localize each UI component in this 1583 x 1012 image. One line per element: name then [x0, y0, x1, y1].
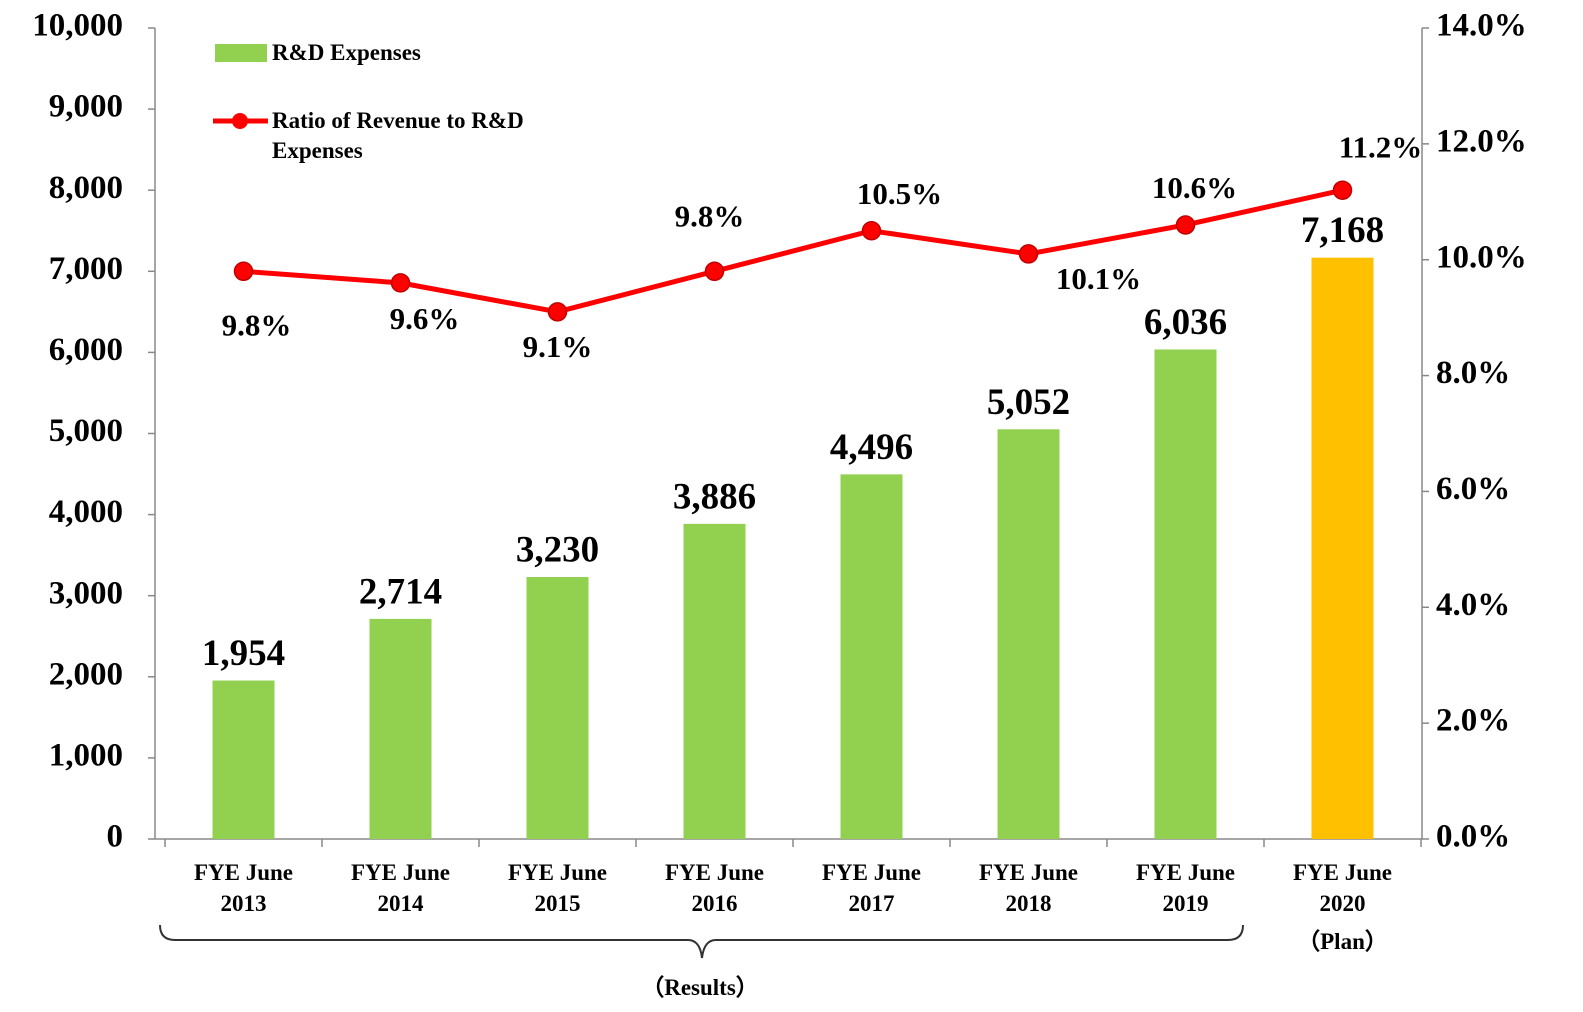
line-marker — [233, 261, 254, 282]
y2-tick-label: 8.0% — [1436, 355, 1510, 391]
y-tick-label: 2,000 — [49, 656, 123, 692]
line-value-label: 9.8% — [222, 307, 292, 342]
bar — [369, 618, 432, 839]
y2-tick-label: 14.0% — [1436, 8, 1527, 44]
y2-tick-label: 12.0% — [1436, 123, 1527, 159]
bar-value-label: 3,886 — [673, 476, 756, 517]
bar — [840, 474, 903, 839]
line-marker — [704, 261, 725, 282]
line-value-label: 10.6% — [1152, 170, 1237, 205]
bar-value-label: 5,052 — [987, 382, 1070, 423]
legend-label: R&D Expenses — [272, 40, 421, 65]
bar-value-label: 3,230 — [516, 530, 599, 571]
legend-marker — [232, 113, 248, 129]
bar — [997, 429, 1060, 839]
bar — [212, 680, 275, 839]
line-value-label: 11.2% — [1339, 129, 1423, 164]
x-tick-label: FYE June 2018 — [978, 860, 1079, 916]
line-marker — [861, 221, 882, 241]
y-tick-label: 9,000 — [49, 89, 123, 125]
line-marker — [1018, 244, 1039, 264]
plan-label: （Plan） — [1297, 929, 1388, 954]
x-tick-label: FYE June 2020 — [1292, 860, 1393, 916]
line — [243, 187, 1344, 315]
y-tick-label: 6,000 — [49, 332, 123, 368]
x-tick-label: FYE June 2017 — [821, 860, 922, 916]
line-value-label: 9.6% — [390, 301, 460, 336]
bar-value-label: 7,168 — [1301, 210, 1384, 251]
bar — [1311, 257, 1374, 840]
line-value-label: 9.8% — [675, 198, 745, 233]
y-tick-label: 8,000 — [49, 170, 123, 206]
line-marker — [1332, 180, 1353, 200]
y-tick-label: 0 — [107, 819, 124, 855]
line-marker — [1175, 215, 1196, 235]
x-tick-label: FYE June 2016 — [664, 860, 765, 916]
y2-tick-label: 0.0% — [1436, 819, 1510, 855]
y2-tick-label: 6.0% — [1436, 471, 1510, 507]
bar-value-label: 4,496 — [830, 427, 913, 468]
bar-value-label: 2,714 — [359, 571, 442, 612]
x-tick-label: FYE June 2015 — [507, 860, 608, 916]
y-tick-label: 1,000 — [49, 737, 123, 773]
y-tick-label: 7,000 — [49, 251, 123, 287]
bar-value-label: 1,954 — [202, 633, 285, 674]
y-tick-label: 3,000 — [49, 575, 123, 611]
line-marker — [390, 273, 411, 293]
y2-tick-label: 2.0% — [1436, 703, 1510, 739]
y-tick-label: 10,000 — [32, 8, 123, 44]
legend-swatch — [215, 44, 267, 62]
line-value-label: 10.1% — [1056, 261, 1141, 296]
x-tick-label: FYE June 2014 — [350, 860, 451, 916]
legend-label: Ratio of Revenue to R&D Expenses — [272, 108, 524, 163]
y2-tick-label: 10.0% — [1436, 239, 1527, 275]
bar-value-label: 6,036 — [1144, 302, 1227, 343]
results-label: （Results） — [641, 975, 759, 1000]
y-tick-label: 4,000 — [49, 494, 123, 530]
line-value-label: 9.1% — [523, 329, 593, 364]
y-tick-label: 5,000 — [49, 413, 123, 449]
x-tick-label: FYE June 2019 — [1135, 860, 1236, 916]
line-value-label: 10.5% — [857, 176, 942, 211]
x-tick-label: FYE June 2013 — [193, 860, 294, 916]
results-bracket — [159, 924, 1244, 959]
line-marker — [547, 302, 568, 322]
bar — [526, 577, 589, 839]
bar — [683, 523, 746, 839]
bar — [1154, 349, 1217, 839]
y2-tick-label: 4.0% — [1436, 587, 1510, 623]
